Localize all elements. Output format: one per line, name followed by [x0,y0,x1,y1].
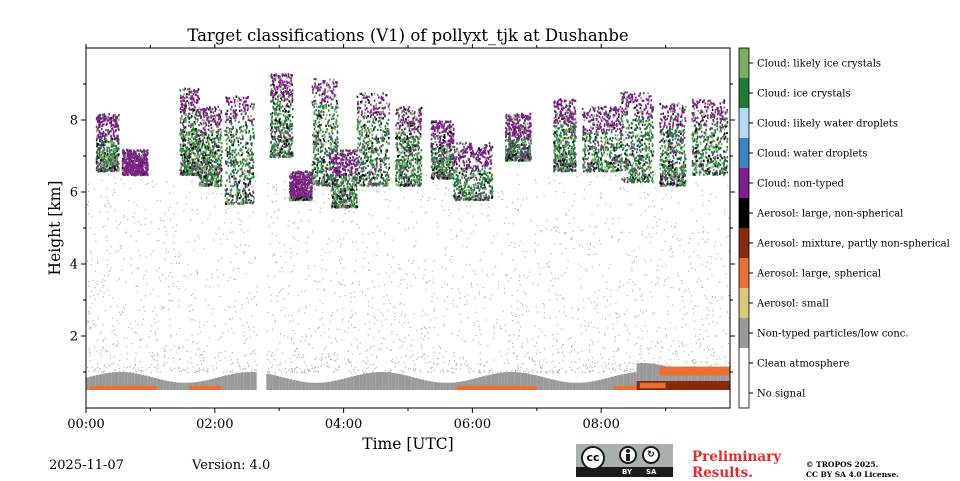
colorbar-label: Cloud: water droplets [757,149,868,160]
colorbar-swatch [739,78,749,108]
y-axis: 2 4 6 8 [70,83,735,373]
colorbar-swatch [739,108,749,138]
colorbar-label: Cloud: likely ice crystals [757,59,881,70]
x-tick-label: 02:00 [196,417,233,432]
license-note: © TROPOS 2025. CC BY SA 4.0 License. [806,460,926,480]
colorbar-label: Cloud: non-typed [757,179,845,190]
colorbar-label: Aerosol: small [756,299,829,310]
colorbar-swatch [739,228,749,258]
colorbar-label: Aerosol: large, spherical [756,269,881,280]
colorbar-frame [738,47,750,409]
colorbar-swatch [739,198,749,228]
colorbar-swatch [739,288,749,318]
license-line-1: © TROPOS 2025. [806,460,879,469]
colorbar-label: No signal [757,389,805,400]
classification-heatmap [86,73,732,390]
date-label: 2025-11-07 [49,458,124,473]
x-tick-label: 04:00 [325,417,362,432]
y-tick-label: 2 [70,330,78,345]
colorbar-swatch [739,318,749,348]
y-tick-label: 6 [70,186,78,201]
by-person-icon [619,446,637,464]
colorbar-label: Non-typed particles/low conc. [757,329,909,340]
y-tick-label: 8 [70,114,78,129]
cc-icon: cc [581,446,605,470]
license-line-2: CC BY SA 4.0 License. [806,470,899,479]
colorbar-swatch [739,138,749,168]
x-tick-label: 08:00 [582,417,619,432]
colorbar-swatch [739,258,749,288]
colorbar-label: Aerosol: mixture, partly non-spherical [756,239,950,250]
cc-by-sa-badge: cc ↻ BY SA [576,444,673,477]
colorbar-label: Clean atmosphere [757,359,850,370]
colorbar-label: Aerosol: large, non-spherical [756,209,903,220]
colorbar-swatch [739,48,749,78]
plot-area [85,47,732,409]
colorbar-label: Cloud: likely water droplets [757,119,898,130]
share-alike-icon: ↻ [642,446,660,464]
cc-by-label: BY [622,468,633,476]
x-tick-label: 00:00 [67,417,104,432]
x-axis: 00:00 02:00 04:00 06:00 08:00 [67,44,667,432]
x-axis-label: Time [UTC] [362,435,453,453]
y-tick-label: 4 [70,258,78,273]
colorbar-swatch [739,348,749,378]
version-label: Version: 4.0 [192,458,271,473]
colorbar-label: Cloud: ice crystals [757,89,851,100]
y-axis-label: Height [km] [46,181,64,276]
preliminary-label: Preliminary Results. [692,449,782,481]
x-tick-label: 06:00 [454,417,491,432]
colorbar-swatch [739,378,749,408]
chart-title: Target classifications (V1) of pollyxt_t… [187,26,628,45]
colorbar-legend: Cloud: likely ice crystals Cloud: ice cry… [738,47,950,409]
cc-sa-label: SA [646,468,657,476]
colorbar-swatch [739,168,749,198]
